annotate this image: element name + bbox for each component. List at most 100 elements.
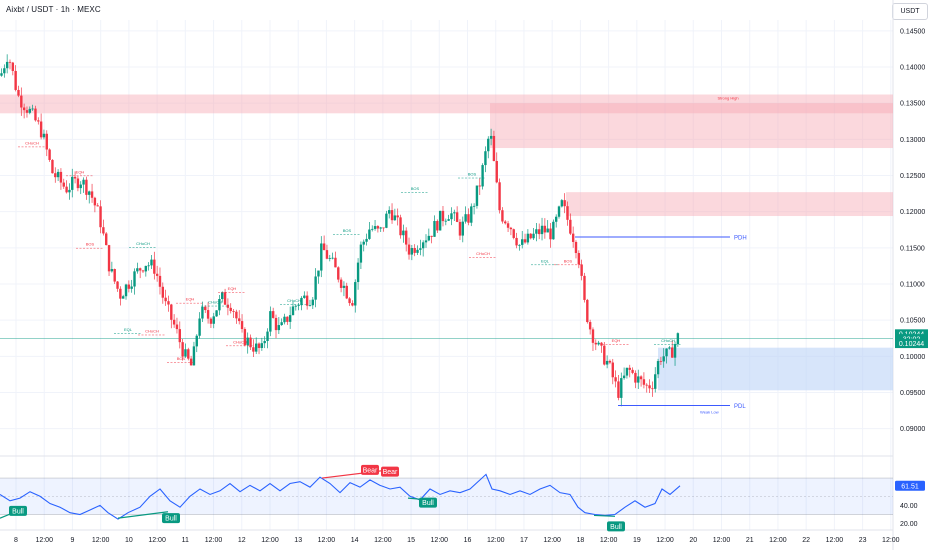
price-tag (895, 338, 928, 349)
candle-body (308, 305, 312, 307)
structure-label: CHoCH (208, 300, 222, 305)
candle-body (436, 221, 439, 231)
candle-body (600, 342, 603, 346)
candle-body (121, 296, 125, 299)
candle-body (385, 213, 388, 228)
time-tick-label: 12:00 (487, 537, 505, 544)
price-tick-label: 0.13500 (900, 101, 925, 108)
candle-body (526, 233, 530, 243)
candle-body (68, 189, 71, 193)
candle-body (136, 268, 139, 272)
candle-body (331, 257, 334, 259)
candle-body (566, 206, 569, 220)
candle-body (481, 165, 484, 187)
candle-body (150, 259, 153, 266)
structure-label: BOS (564, 258, 573, 263)
candle-body (379, 227, 382, 229)
time-axis[interactable]: 8 12:00 9 12:00 10 12:00 11 12:00 12 12:00 13 12:00… (14, 537, 900, 544)
candle-body (557, 206, 561, 217)
candle-body (246, 337, 249, 346)
candle-body (421, 242, 425, 249)
candle-body (238, 318, 241, 322)
signal-label: Bull (422, 500, 434, 507)
candle-body (311, 299, 314, 306)
candle-body (212, 316, 215, 324)
price-tick-label: 0.11500 (900, 245, 925, 252)
candle-body (461, 221, 464, 236)
time-tick-label: 12:00 (92, 537, 110, 544)
candle-body (586, 299, 589, 323)
candle-body (472, 205, 476, 207)
time-tick-label: 12:00 (318, 537, 336, 544)
candle-body (543, 225, 547, 233)
candle-body (229, 307, 232, 312)
candle-body (458, 221, 462, 236)
candle-body (127, 284, 131, 289)
time-tick-label: 9 (70, 537, 74, 544)
structure-label: EQH (186, 297, 195, 302)
zone-supply (566, 192, 893, 217)
candle-body (85, 179, 88, 195)
candle-body (529, 233, 532, 239)
candle-body (283, 316, 286, 323)
candle-body (574, 241, 578, 254)
candle-body (447, 219, 450, 221)
candle-body (362, 241, 365, 245)
candle-body (215, 310, 218, 317)
candle-body (444, 220, 448, 222)
candle-body (464, 214, 467, 222)
candle-body (441, 210, 445, 222)
price-tick-label: 0.10500 (900, 318, 925, 325)
candle-body (286, 316, 289, 322)
time-tick-label: 12:00 (656, 537, 674, 544)
candle-body (195, 335, 198, 347)
structure-label: CHoCH (136, 241, 150, 246)
candle-body (430, 235, 433, 237)
price-axis[interactable]: 0.14500 0.14000 0.13500 0.13000 0.12500 0.120… (900, 28, 925, 528)
candle-body (161, 286, 165, 298)
time-tick-label: 12:00 (35, 537, 53, 544)
time-tick-label: 13 (294, 537, 302, 544)
candle-body (62, 182, 65, 187)
candle-body (20, 95, 23, 108)
price-tick-label: 0.13000 (900, 137, 925, 144)
candle-body (93, 197, 97, 206)
candle-body (583, 275, 586, 300)
candle-body (535, 229, 538, 234)
candle-body (252, 347, 255, 352)
candle-body (209, 318, 213, 324)
candle-body (594, 342, 597, 345)
candle-body (416, 249, 419, 253)
candle-body (563, 200, 566, 207)
candle-body (223, 292, 227, 305)
candle-body (71, 176, 74, 190)
candle-body (158, 275, 162, 287)
time-tick-label: 21 (746, 537, 754, 544)
candle-body (110, 269, 114, 272)
candle-body (504, 221, 507, 224)
candle-body (365, 238, 368, 242)
time-tick-label: 12:00 (261, 537, 279, 544)
candle-body (478, 185, 481, 187)
time-tick-label: 12:00 (148, 537, 166, 544)
time-tick-label: 10 (125, 537, 133, 544)
structure-label: CHoCH (145, 328, 159, 333)
candle-body (676, 333, 680, 345)
candle-body (198, 318, 201, 336)
candle-body (155, 273, 159, 276)
levels-layer: PDH PDL Weak Low (575, 236, 747, 415)
candle-body (371, 228, 374, 230)
time-tick-label: 12:00 (713, 537, 731, 544)
time-tick-label: 23 (859, 537, 867, 544)
candle-body (373, 226, 377, 229)
candle-body (580, 264, 583, 276)
candle-body (501, 210, 504, 222)
structure-label: CHoCH (287, 298, 301, 303)
candle-body (303, 295, 306, 298)
candle-body (546, 228, 549, 233)
candle-body (263, 341, 266, 344)
time-tick-label: 12:00 (374, 537, 392, 544)
candle-body (506, 223, 510, 228)
candle-body (651, 388, 654, 390)
